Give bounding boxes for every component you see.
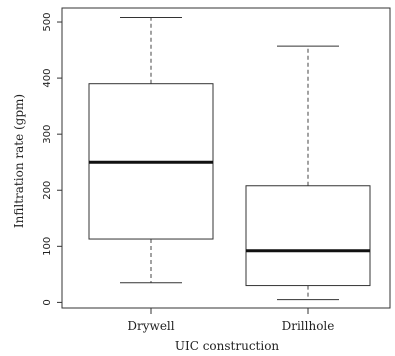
box-series [88,17,371,301]
x-tick-label: Drillhole [282,319,335,333]
y-tick-label: 300 [42,125,53,144]
plot-frame [61,7,391,309]
y-tick-label: 100 [42,237,53,256]
y-axis: 0 100 200 300 400 500 [42,12,62,306]
y-tick-label: 500 [42,12,53,31]
x-tick-label: Drywell [127,319,174,333]
iqr-box [245,185,371,287]
y-axis-title: Infiltration rate (gpm) [12,94,26,228]
y-tick-label: 400 [42,69,53,88]
x-axis-title: UIC construction [175,339,280,353]
x-axis: Drywell Drillhole [127,308,334,333]
y-tick-label: 0 [42,299,53,305]
y-tick-label: 200 [42,181,53,200]
